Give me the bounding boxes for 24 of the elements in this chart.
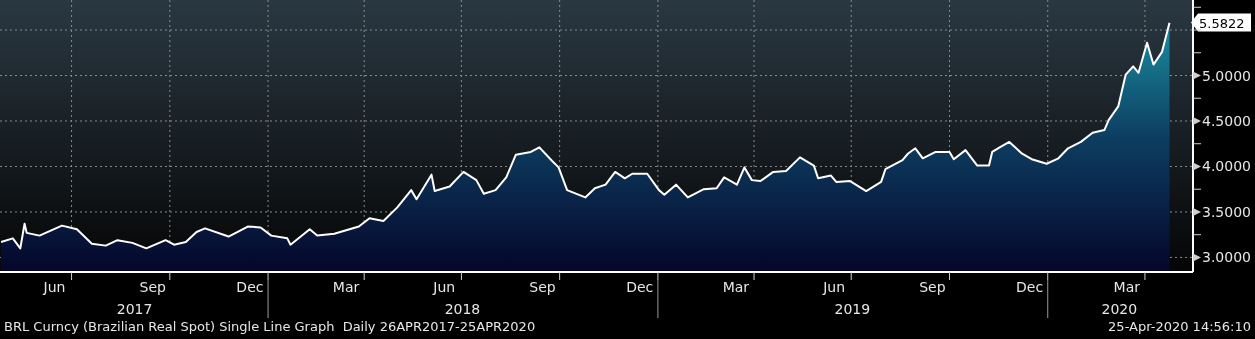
x-tick-label: Jun [822,279,846,295]
x-tick-label: Mar [332,279,360,295]
x-tick-label: Mar [722,279,750,295]
x-tick-label: Jun [42,279,66,295]
x-tick-label: Dec [236,279,264,295]
text: BRL Curncy (Brazilian Real Spot) Single Line Graph Daily 26APR2017-25APR2020 [4,319,536,334]
x-tick-label: Jun [432,279,456,295]
x-tick-label: Sep [919,279,946,295]
y-tick-label: 4.5000 [1202,112,1251,129]
y-tick-label: 3.0000 [1202,249,1251,266]
x-tick-label: Dec [1016,279,1044,295]
annotation: 5.5822 [1199,15,1245,31]
x2-tick-label: 2019 [834,301,871,317]
x2-tick-label: 2017 [116,301,153,317]
y-tick-label: 4.0000 [1202,158,1251,175]
x-tick-label: Sep [529,279,556,295]
x-tick-label: Mar [1113,279,1141,295]
x-tick-label: Dec [626,279,654,295]
x2-tick-label: 2020 [1101,301,1138,317]
y-tick-label: 3.5000 [1202,203,1251,220]
x-tick-label: Sep [139,279,167,295]
text: 25-Apr-2020 14:56:10 [1108,319,1251,334]
x2-tick-label: 2018 [444,301,481,317]
y-tick-label: 5.0000 [1202,67,1251,84]
